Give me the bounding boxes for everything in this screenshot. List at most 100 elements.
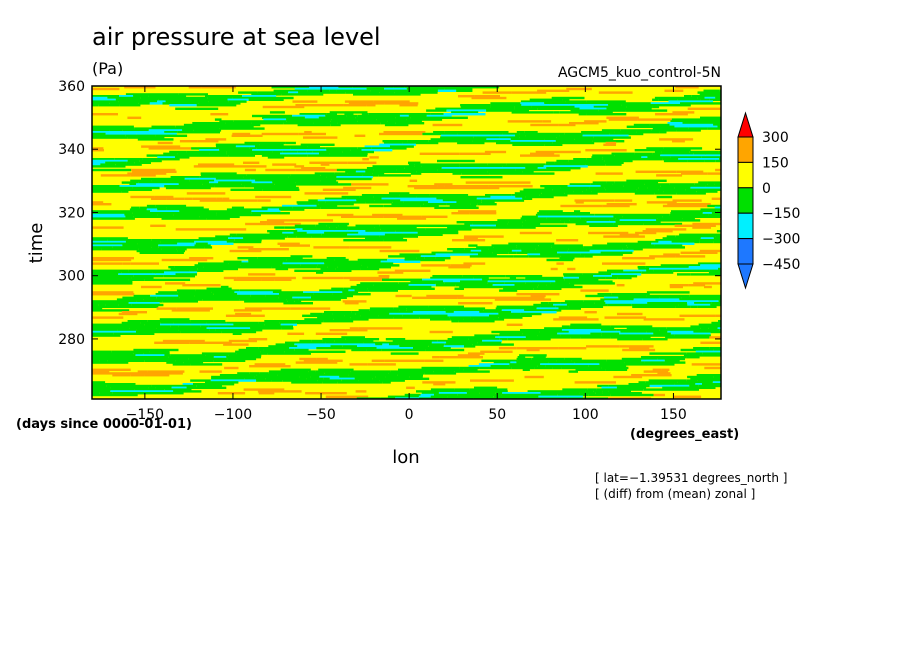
- field-cell: [521, 330, 540, 334]
- field-cell: [663, 253, 680, 256]
- field-cell: [367, 266, 391, 269]
- field-cell: [169, 150, 187, 154]
- field-cell: [602, 262, 646, 265]
- field-cell: [609, 219, 620, 222]
- field-cell: [612, 183, 626, 186]
- field-cell: [704, 96, 716, 100]
- field-cell: [92, 210, 116, 213]
- field-cell: [388, 372, 425, 375]
- field-cell: [131, 303, 164, 307]
- field-cell: [285, 341, 326, 344]
- field-cell: [177, 291, 198, 294]
- field-cell: [221, 330, 257, 334]
- field-cell: [297, 203, 319, 206]
- field-cell: [663, 147, 703, 150]
- field-cell: [92, 280, 133, 283]
- field-cell: [719, 89, 721, 92]
- field-cell: [601, 386, 617, 389]
- field-cell: [641, 156, 648, 159]
- field-cell: [449, 107, 484, 110]
- field-cell: [422, 132, 458, 136]
- field-cell: [450, 318, 464, 321]
- field-cell: [92, 392, 100, 395]
- field-cell: [147, 320, 191, 323]
- field-cell: [613, 158, 652, 161]
- field-cell: [565, 100, 587, 103]
- field-cell: [470, 224, 496, 227]
- field-cell: [286, 258, 294, 262]
- field-cell: [195, 242, 208, 245]
- field-cell: [315, 332, 348, 335]
- field-cell: [295, 181, 321, 184]
- field-cell: [602, 154, 615, 157]
- field-cell: [206, 321, 227, 325]
- field-cell: [150, 294, 179, 298]
- field-cell: [267, 352, 311, 355]
- field-cell: [598, 109, 626, 112]
- field-cell: [226, 152, 254, 155]
- field-cell: [267, 156, 276, 159]
- field-cell: [698, 384, 721, 388]
- field-cell: [244, 168, 256, 172]
- field-cell: [659, 104, 691, 107]
- field-cell: [478, 253, 497, 256]
- field-cell: [141, 285, 162, 289]
- field-cell: [198, 163, 235, 166]
- field-cell: [432, 275, 463, 278]
- field-cell: [566, 303, 608, 307]
- field-cell: [286, 118, 332, 121]
- field-cell: [98, 242, 138, 245]
- field-cell: [448, 266, 471, 269]
- field-cell: [604, 300, 633, 303]
- field-cell: [268, 370, 308, 373]
- field-cell: [329, 89, 337, 92]
- field-cell: [126, 161, 135, 164]
- field-cell: [686, 352, 703, 355]
- field-cell: [643, 318, 685, 321]
- field-cell: [622, 348, 656, 352]
- field-cell: [119, 185, 165, 188]
- field-cell: [435, 282, 445, 285]
- field-cell: [265, 294, 311, 298]
- field-cell: [376, 347, 413, 350]
- field-cell: [711, 212, 721, 215]
- field-cell: [327, 266, 338, 269]
- field-cell: [92, 168, 132, 172]
- field-cell: [439, 356, 483, 359]
- field-cell: [205, 95, 242, 98]
- field-cell: [715, 235, 721, 238]
- field-cell: [625, 183, 645, 186]
- field-cell: [590, 332, 602, 335]
- field-cell: [319, 152, 330, 155]
- field-cell: [537, 285, 583, 289]
- field-cell: [92, 242, 98, 245]
- field-cell: [178, 93, 208, 96]
- field-cell: [311, 235, 356, 238]
- field-cell: [649, 352, 687, 355]
- field-cell: [491, 330, 521, 334]
- field-cell: [129, 327, 157, 330]
- field-cell: [127, 116, 142, 119]
- field-cell: [469, 212, 497, 215]
- field-cell: [160, 240, 183, 244]
- field-cell: [560, 204, 603, 208]
- field-cell: [92, 357, 136, 361]
- field-cell: [642, 230, 673, 233]
- field-cell: [368, 363, 396, 366]
- field-cell: [404, 393, 421, 397]
- field-cell: [248, 258, 287, 262]
- field-cell: [402, 231, 418, 235]
- field-cell: [420, 393, 434, 397]
- field-cell: [567, 267, 576, 271]
- field-cell: [358, 379, 380, 382]
- field-cell: [659, 131, 667, 134]
- field-cell: [372, 213, 383, 217]
- field-cell: [273, 262, 283, 265]
- field-cell: [236, 352, 268, 355]
- field-cell: [579, 276, 606, 280]
- field-cell: [568, 159, 605, 163]
- field-cell: [516, 251, 557, 254]
- field-cell: [479, 167, 526, 170]
- field-cell: [603, 143, 616, 146]
